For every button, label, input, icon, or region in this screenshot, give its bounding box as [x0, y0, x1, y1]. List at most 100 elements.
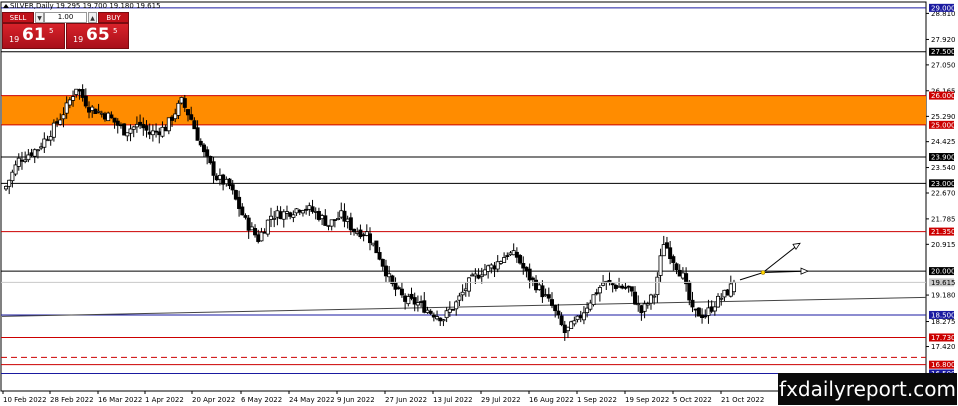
candle-body [470, 274, 475, 277]
y-tick-label: 19.180 [931, 292, 956, 300]
x-tick-label: 13 Jul 2022 [433, 396, 473, 404]
candle-body [176, 102, 181, 116]
candle-body [588, 302, 593, 310]
candle-body [307, 205, 312, 210]
candle-body [288, 212, 293, 217]
price-level-label-box [929, 227, 954, 236]
candle-body [221, 174, 226, 185]
x-tick-label: 1 Apr 2022 [145, 396, 184, 404]
candle-body [703, 315, 708, 318]
candle-body [198, 140, 203, 146]
price-level-label: 25.000 [931, 121, 956, 129]
candle-body [19, 159, 24, 162]
candle-body [253, 228, 258, 236]
lot-decrease-arrow-icon[interactable]: ▼ [35, 12, 44, 23]
candle-body [466, 277, 471, 292]
symbol-ohlc-title: SILVER,Daily 19.295 19.700 19.180 19.615 [10, 2, 161, 10]
candle-body [645, 303, 650, 306]
x-tick-label: 16 Mar 2022 [98, 396, 142, 404]
buy-button[interactable]: BUY [98, 12, 129, 23]
candle-body [195, 127, 200, 141]
candle-body [122, 123, 127, 136]
price-level-label: 17.730 [931, 334, 956, 342]
buy-price-button[interactable]: 19 65 5 [66, 23, 129, 49]
candle-body [559, 315, 564, 326]
candle-body [208, 155, 213, 164]
candle-body [96, 110, 101, 113]
forecast-arrow-up-line [762, 242, 801, 273]
candle-body [342, 210, 347, 222]
candle-body [556, 310, 561, 316]
candle-body [629, 286, 634, 292]
candle-body [415, 302, 420, 306]
candle-body [243, 215, 248, 218]
candle-body [696, 307, 701, 317]
candle-body [320, 215, 325, 220]
candle-body [300, 210, 305, 214]
candle-body [29, 152, 34, 156]
y-tick-label: 27.920 [931, 36, 956, 44]
candle-body [451, 308, 456, 311]
candle-body [502, 257, 507, 263]
candle-body [543, 294, 548, 297]
plot-area[interactable] [0, 1, 927, 392]
sell-price-button[interactable]: 19 61 5 [2, 23, 65, 49]
x-tick-label: 21 Oct 2022 [721, 396, 764, 404]
candle-body [58, 119, 63, 125]
price-level-label-box [929, 153, 954, 162]
forecast-arrow-flat-line [762, 270, 809, 274]
candle-body [189, 114, 194, 120]
candle-body [652, 295, 657, 298]
candle-body [454, 301, 459, 310]
candle-body [655, 276, 660, 296]
candle-body [648, 294, 653, 304]
candle-body [709, 306, 714, 312]
candle-body [498, 261, 503, 264]
candle-body [313, 211, 318, 213]
candle-body [173, 113, 178, 120]
candle-body [304, 208, 309, 211]
candle-body [422, 300, 427, 313]
candle-body [67, 99, 72, 106]
candle-body [431, 314, 436, 318]
candle-body [537, 284, 542, 290]
candle-body [310, 206, 315, 212]
candle-body [447, 308, 452, 313]
y-tick-label: 27.050 [931, 61, 956, 69]
candle-body [163, 126, 168, 132]
candle-body [677, 269, 682, 277]
candle-body [562, 324, 567, 334]
candle-body [26, 154, 31, 161]
candle-body [128, 128, 133, 134]
sell-button[interactable]: SELL [2, 12, 34, 23]
candle-body [102, 113, 107, 120]
candle-body [336, 218, 341, 220]
forecast-arrow-segment [739, 272, 764, 281]
candle-body [4, 185, 9, 190]
sell-price-fraction: 5 [49, 27, 54, 35]
candle-body [668, 247, 673, 260]
candle-body [623, 286, 628, 289]
candle-body [633, 291, 638, 305]
price-level-label: 16.800 [931, 361, 956, 369]
candle-body [275, 210, 280, 218]
price-level-label-box [929, 333, 954, 342]
x-tick-label: 29 Jul 2022 [481, 396, 521, 404]
candle-body [575, 315, 580, 321]
candle-body [687, 281, 692, 301]
candle-body [256, 234, 261, 242]
candle-body [722, 289, 727, 298]
candle-body [166, 117, 171, 132]
y-tick-label: 26.165 [931, 87, 956, 95]
price-level-label-box [929, 360, 954, 369]
lot-increase-arrow-icon[interactable]: ▲ [88, 12, 97, 23]
lot-size-input[interactable] [44, 12, 87, 23]
price-level-label: 23.900 [931, 154, 956, 162]
candle-body [154, 130, 159, 133]
candle-body [473, 273, 478, 277]
candle-body [106, 112, 111, 122]
collapse-arrow-icon[interactable] [3, 4, 9, 8]
one-click-trading-panel: SELL ▼ ▲ BUY 19 61 5 19 65 5 [2, 12, 129, 49]
